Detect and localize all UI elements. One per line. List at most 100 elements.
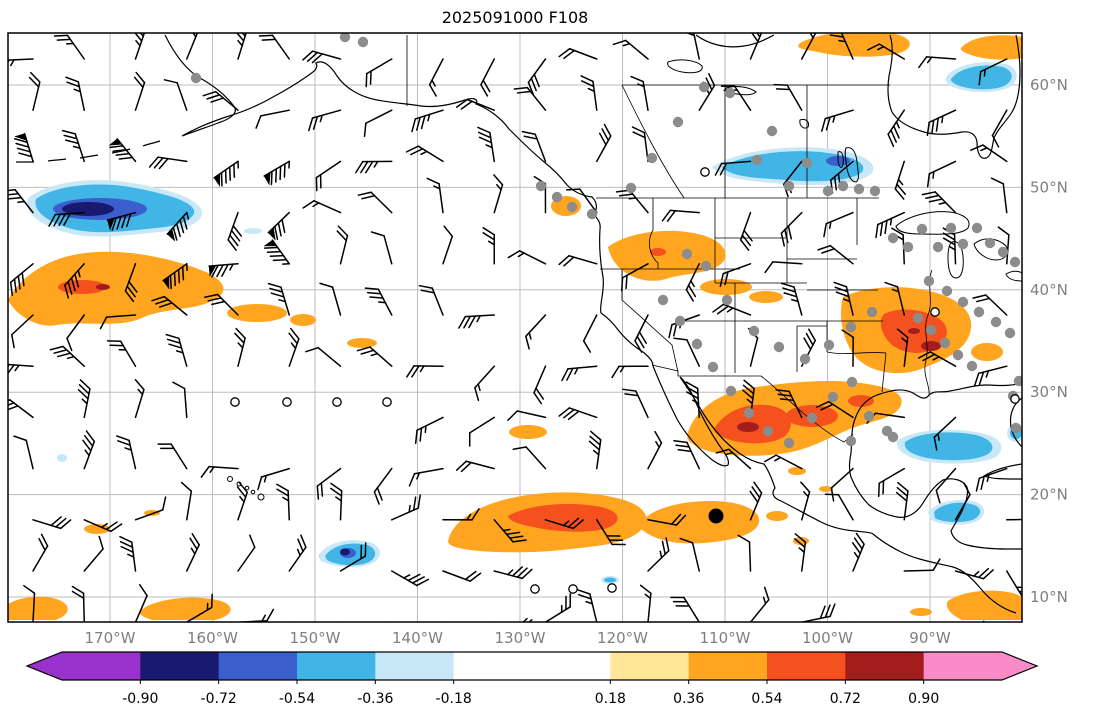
station-dot (783, 180, 795, 192)
shaded-region-orange_red (508, 504, 618, 532)
border-line (621, 84, 685, 199)
lon-tick-label: 110°W (700, 629, 751, 647)
wind-barb (83, 535, 104, 572)
wind-barb (442, 570, 482, 582)
wind-barb (611, 365, 649, 379)
station-dot (799, 353, 811, 365)
wind-barb (679, 537, 700, 572)
wind-barb (255, 109, 290, 129)
station-dot (973, 306, 985, 318)
wind-barb (124, 263, 138, 303)
station-dot (674, 315, 686, 327)
wind-barb (227, 211, 242, 251)
station-dot (766, 125, 778, 137)
station-dot (748, 325, 760, 337)
wind-barb (990, 177, 1008, 214)
wind-barb (11, 314, 34, 349)
wind-barb (773, 83, 803, 111)
wind-barb (258, 34, 290, 60)
station-dot (945, 222, 957, 234)
wind-barb (365, 58, 393, 88)
colorbar-segment (845, 652, 925, 680)
lake-outline (895, 211, 970, 235)
wind-barb (267, 211, 290, 241)
colorbar-tick-label: -0.54 (279, 691, 315, 707)
wind-barb (455, 98, 495, 111)
wind-barb (186, 593, 213, 622)
calm-circle (230, 397, 240, 407)
longitude-axis-labels: 170°W 160°W 150°W 140°W 130°W 120°W 110°W 100°W… (85, 629, 951, 647)
wind-barb (821, 109, 854, 132)
wind-barb (975, 467, 1008, 492)
wind-barb (442, 225, 454, 265)
wind-barb (32, 533, 49, 572)
wind-barb (316, 467, 342, 500)
colorbar-tick-label: -0.90 (122, 691, 158, 707)
wind-barb (991, 109, 1008, 148)
wind-barb (204, 293, 239, 316)
wind-barb (186, 533, 200, 572)
wind-barb (978, 58, 1008, 86)
shaded-region-orange (946, 590, 1022, 620)
lat-tick-label: 40°N (1030, 281, 1068, 299)
wind-barb (428, 58, 444, 97)
wind-barb (8, 363, 34, 377)
wind-barb (661, 209, 700, 222)
lon-tick-label: 140°W (392, 629, 443, 647)
wind-barb (234, 327, 246, 367)
wind-barb (764, 454, 803, 470)
coastline (848, 382, 1022, 550)
wind-barbs (8, 33, 1022, 622)
station-dot (672, 116, 684, 128)
wind-barb (66, 314, 85, 352)
wind-barb (373, 467, 393, 505)
wind-barb (236, 481, 248, 521)
wind-barb (749, 481, 763, 521)
wind-barb (513, 86, 547, 111)
wind-barb (780, 211, 803, 247)
wind-barb (8, 58, 34, 73)
calm-circle (930, 307, 940, 317)
station-dot (966, 360, 978, 372)
wind-barb (53, 34, 85, 60)
station-dot (822, 185, 834, 197)
station-dot (566, 201, 578, 213)
lon-tick-label: 170°W (85, 629, 136, 647)
station-dot (657, 294, 669, 306)
shaded-region-orange_red (848, 395, 874, 407)
wind-barb (134, 496, 167, 521)
lake-outline (844, 147, 859, 183)
wind-barb (764, 261, 803, 274)
wind-barb (896, 328, 909, 367)
station-dot (845, 435, 857, 447)
station-dot (853, 183, 865, 195)
wind-barb (749, 586, 770, 622)
lake-outline (837, 151, 844, 168)
shaded-region-dark_red (96, 284, 110, 290)
station-dot (916, 223, 928, 235)
wind-barb (970, 144, 1008, 163)
wind-barb (921, 191, 957, 214)
station-dot (743, 407, 755, 419)
wind-barb (507, 410, 547, 421)
shaded-region-pale_blue (244, 228, 262, 234)
calm-circle (530, 584, 540, 594)
station-dot (707, 361, 719, 373)
shaded-region-cyan (604, 577, 616, 583)
wind-barb (405, 145, 444, 163)
station-dot (586, 208, 598, 220)
wind-barb (480, 58, 495, 97)
colorbar-left-arrow (27, 652, 62, 680)
colorbar-right-arrow (1002, 652, 1037, 680)
wind-barb (512, 446, 547, 470)
geography (16, 34, 1022, 614)
colorbar-segment (297, 652, 376, 680)
colorbar-segment (140, 652, 220, 680)
wind-barb (163, 79, 188, 111)
wind-barb (234, 33, 248, 60)
wind-barb (926, 109, 957, 136)
wind-barb (935, 467, 957, 504)
wind-barb (926, 160, 957, 188)
wind-barb (933, 416, 957, 451)
